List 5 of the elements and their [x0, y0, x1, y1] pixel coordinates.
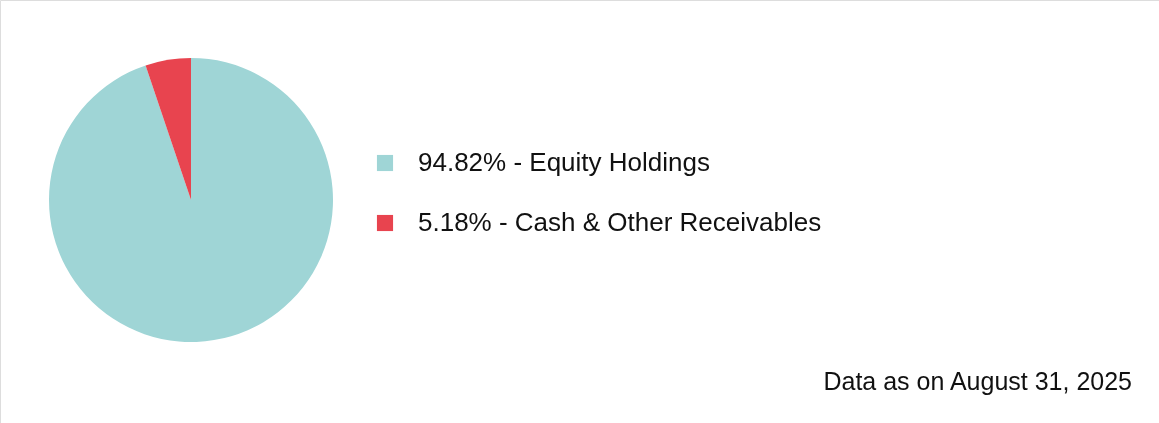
text: Data as on August 31, 2025 — [823, 367, 1132, 395]
pie-slice — [49, 58, 333, 342]
pie-slice — [145, 58, 191, 200]
legend-label: 94.82% - Equity Holdings — [418, 147, 710, 177]
legend-label: 5.18% - Cash & Other Receivables — [418, 207, 822, 237]
